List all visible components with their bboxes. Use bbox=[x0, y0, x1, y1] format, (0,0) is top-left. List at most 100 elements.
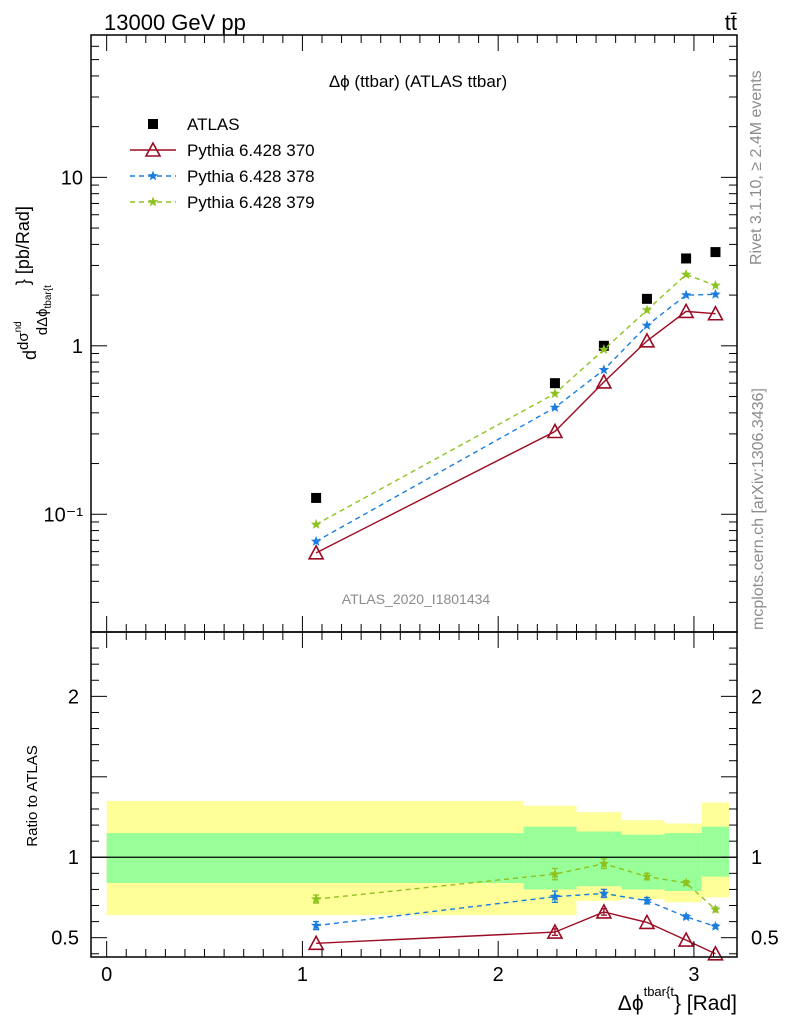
ratio-data-point bbox=[710, 920, 721, 931]
main-data-point bbox=[310, 518, 322, 529]
legend-entry-0: ATLAS bbox=[148, 115, 240, 134]
ratio-data-point bbox=[310, 893, 322, 904]
x-axis-symbol: Δϕ bbox=[618, 992, 644, 1015]
main-data-point bbox=[641, 293, 652, 304]
main-marks bbox=[307, 247, 724, 560]
main-data-point bbox=[598, 344, 610, 354]
ratio-series-line bbox=[316, 892, 716, 928]
analysis-watermark: ATLAS_2020_I1801434 bbox=[342, 591, 491, 607]
main-data-point bbox=[707, 305, 724, 321]
main-series-1 bbox=[307, 302, 724, 560]
legend-entry-2: Pythia 6.428 378 bbox=[130, 167, 315, 186]
ratio-data-point bbox=[546, 923, 564, 939]
main-y-tick-label: 10 bbox=[61, 167, 83, 189]
main-data-point bbox=[710, 288, 721, 299]
ratio-y-tick-label-right: 1 bbox=[751, 847, 762, 869]
main-data-point bbox=[546, 422, 564, 439]
legend-label: Pythia 6.428 379 bbox=[187, 193, 315, 212]
x-axis-tail: } [Rad] bbox=[674, 992, 737, 1015]
main-data-point bbox=[677, 302, 695, 319]
ratio-data-point bbox=[677, 931, 695, 947]
legend-label: Pythia 6.428 378 bbox=[187, 167, 315, 186]
main-series-line bbox=[315, 310, 716, 554]
main-data-point bbox=[680, 269, 692, 279]
ratio-data-point bbox=[710, 904, 721, 914]
inner-band-1 bbox=[523, 826, 577, 890]
legend-label: ATLAS bbox=[187, 115, 240, 134]
main-data-point bbox=[641, 304, 653, 315]
ratio-series-2 bbox=[310, 858, 721, 914]
main-data-point bbox=[307, 544, 325, 560]
ratio-data-point bbox=[641, 871, 653, 881]
energy-label: 13000 GeV pp bbox=[104, 10, 246, 35]
legend-marker bbox=[147, 170, 159, 181]
main-title: Δϕ (ttbar) (ATLAS ttbar) bbox=[329, 72, 507, 91]
main-data-point bbox=[641, 320, 653, 330]
ratio-series-1 bbox=[310, 887, 721, 931]
ratio-y-tick-label-right: 2 bbox=[751, 686, 762, 708]
main-data-point bbox=[681, 253, 692, 264]
ratio-y-tick-label-left: 1 bbox=[68, 847, 79, 869]
ratio-panel: 0.5 0.5 1 1 2 2 0 1 2 3 Ratio to ATLAS Δϕtbar{t} … bbox=[24, 631, 779, 1015]
main-data-point bbox=[310, 535, 322, 546]
main-data-point bbox=[710, 280, 721, 290]
legend-label: Pythia 6.428 370 bbox=[187, 141, 315, 160]
ratio-data-point bbox=[641, 895, 653, 906]
main-data-point bbox=[311, 492, 322, 503]
main-data-point bbox=[680, 289, 692, 300]
inner-band-0 bbox=[106, 833, 524, 883]
inner-band-5 bbox=[701, 826, 730, 877]
x-tick-label: 0 bbox=[101, 964, 112, 986]
source-label: mcplots.cern.ch [arXiv:1306.3436] bbox=[750, 388, 767, 630]
legend-marker bbox=[148, 119, 158, 129]
legend-marker bbox=[144, 141, 162, 157]
main-data-point bbox=[595, 373, 613, 389]
main-y-axis-label: ddσnd dΔϕtbar{t} [pb/Rad] bbox=[13, 206, 54, 360]
ratio-axis-ticks: 0.5 0.5 1 1 2 2 0 1 2 3 bbox=[51, 631, 779, 986]
main-series-line bbox=[315, 293, 716, 543]
ratio-data-point bbox=[707, 945, 724, 961]
x-tick-label: 3 bbox=[688, 964, 699, 986]
x-axis-label: Δϕtbar{t} [Rad] bbox=[618, 984, 737, 1015]
legend: ATLAS Pythia 6.428 370 Pythia 6.428 378 Pyt… bbox=[130, 115, 315, 212]
inner-band-2 bbox=[576, 831, 622, 887]
ratio-data-point bbox=[598, 858, 610, 869]
ratio-series-line bbox=[316, 911, 716, 955]
legend-entry-3: Pythia 6.428 379 bbox=[130, 193, 315, 212]
main-data-point bbox=[549, 388, 561, 399]
ratio-uncertainty-bands bbox=[106, 800, 730, 916]
x-tick-label: 1 bbox=[297, 964, 308, 986]
x-axis-superscript: tbar{t bbox=[644, 984, 675, 999]
ratio-data-point bbox=[680, 911, 692, 922]
main-axis-ticks: 10⁻¹ 1 10 bbox=[44, 34, 737, 633]
main-panel: 10⁻¹ 1 10 Δϕ (ttbar) (ATLAS ttbar) ATLAS_2… bbox=[13, 34, 738, 633]
main-data-point bbox=[710, 247, 721, 258]
main-y-tick-label: 1 bbox=[72, 336, 83, 358]
rivet-version-label: Rivet 3.1.10, ≥ 2.4M events bbox=[748, 70, 765, 265]
main-series-line bbox=[315, 273, 716, 526]
main-data-point bbox=[549, 402, 561, 412]
ratio-series-0 bbox=[307, 903, 724, 961]
ratio-marks bbox=[307, 858, 724, 961]
ratio-data-point bbox=[310, 920, 322, 931]
ratio-data-point bbox=[680, 877, 692, 888]
ratio-frame bbox=[90, 631, 738, 958]
ratio-data-point bbox=[638, 913, 656, 930]
main-series-2 bbox=[310, 288, 721, 546]
ratio-y-axis-label: Ratio to ATLAS bbox=[24, 745, 41, 846]
main-data-point bbox=[598, 364, 610, 375]
legend-marker bbox=[147, 196, 159, 207]
ratio-data-point bbox=[549, 891, 561, 902]
main-y-tick-label: 10⁻¹ bbox=[44, 504, 84, 526]
ratio-y-tick-label-left: 2 bbox=[68, 686, 79, 708]
main-data-point bbox=[549, 378, 560, 389]
ratio-data-point bbox=[595, 903, 613, 919]
main-data-point bbox=[638, 332, 656, 348]
main-y-axis-text: ddσnd dΔϕtbar{t} [pb/Rad] bbox=[13, 206, 54, 360]
main-series-3 bbox=[310, 269, 721, 529]
ratio-y-tick-label-left: 0.5 bbox=[51, 928, 79, 950]
x-tick-label: 2 bbox=[493, 964, 504, 986]
legend-entry-1: Pythia 6.428 370 bbox=[130, 141, 315, 160]
ratio-data-point bbox=[549, 868, 561, 879]
